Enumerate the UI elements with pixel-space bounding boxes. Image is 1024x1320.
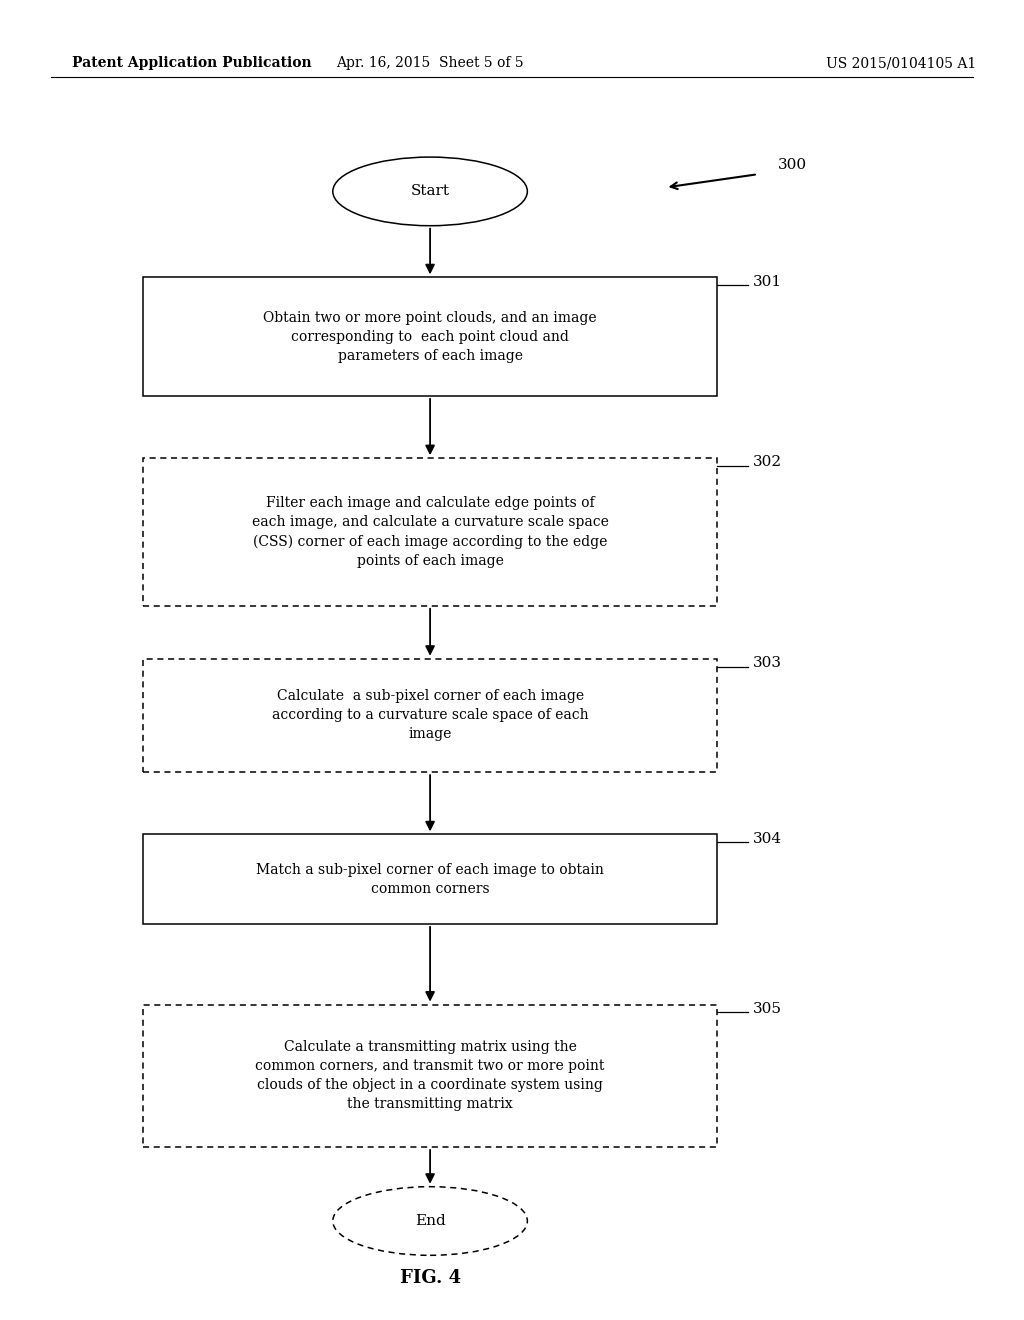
Text: Match a sub-pixel corner of each image to obtain
common corners: Match a sub-pixel corner of each image t… <box>256 863 604 895</box>
Bar <box>143 659 717 772</box>
Text: 305: 305 <box>753 1002 781 1016</box>
Text: Start: Start <box>411 185 450 198</box>
Bar <box>143 1005 717 1147</box>
Text: Apr. 16, 2015  Sheet 5 of 5: Apr. 16, 2015 Sheet 5 of 5 <box>336 57 524 70</box>
Text: Obtain two or more point clouds, and an image
corresponding to  each point cloud: Obtain two or more point clouds, and an … <box>263 310 597 363</box>
Text: End: End <box>415 1214 445 1228</box>
Text: Patent Application Publication: Patent Application Publication <box>72 57 311 70</box>
Text: FIG. 4: FIG. 4 <box>399 1269 461 1287</box>
Bar <box>143 834 717 924</box>
Text: 303: 303 <box>753 656 781 671</box>
Bar <box>143 458 717 606</box>
Text: US 2015/0104105 A1: US 2015/0104105 A1 <box>826 57 976 70</box>
Text: Calculate  a sub-pixel corner of each image
according to a curvature scale space: Calculate a sub-pixel corner of each ima… <box>271 689 589 742</box>
Text: 300: 300 <box>778 158 807 172</box>
Text: Filter each image and calculate edge points of
each image, and calculate a curva: Filter each image and calculate edge poi… <box>252 496 608 568</box>
Bar <box>143 277 717 396</box>
Text: 304: 304 <box>753 832 781 846</box>
Text: 302: 302 <box>753 455 781 470</box>
Text: Calculate a transmitting matrix using the
common corners, and transmit two or mo: Calculate a transmitting matrix using th… <box>255 1040 605 1111</box>
Text: 301: 301 <box>753 275 781 289</box>
